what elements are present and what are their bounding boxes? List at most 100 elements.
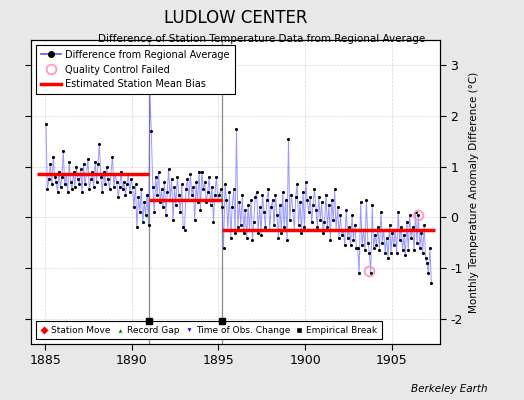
Point xyxy=(156,199,165,205)
Point xyxy=(264,186,272,193)
Point xyxy=(379,227,388,233)
Point xyxy=(111,171,119,178)
Point xyxy=(335,234,343,241)
Point xyxy=(220,244,228,251)
Point xyxy=(320,219,329,226)
Legend: Station Move, Record Gap, Time of Obs. Change, Empirical Break: Station Move, Record Gap, Time of Obs. C… xyxy=(36,322,382,340)
Point xyxy=(136,209,144,216)
Y-axis label: Monthly Temperature Anomaly Difference (°C): Monthly Temperature Anomaly Difference (… xyxy=(468,71,478,313)
Point xyxy=(147,128,156,134)
Point xyxy=(84,156,92,162)
Point xyxy=(176,209,184,216)
Point xyxy=(267,204,275,210)
Point xyxy=(121,191,129,198)
Point xyxy=(268,196,277,203)
Point xyxy=(243,234,251,241)
Point xyxy=(348,212,356,218)
Point xyxy=(195,168,203,175)
Point xyxy=(188,191,196,198)
Point xyxy=(166,196,174,203)
Point xyxy=(319,229,328,236)
Point xyxy=(359,227,368,233)
Point xyxy=(364,240,372,246)
Point xyxy=(214,196,222,203)
Point xyxy=(63,189,72,195)
Point xyxy=(375,247,384,254)
Point xyxy=(381,250,389,256)
Point xyxy=(165,166,173,172)
Point xyxy=(341,242,349,248)
Point xyxy=(249,219,258,226)
Point xyxy=(414,212,422,218)
Point xyxy=(128,184,137,190)
Point xyxy=(356,199,365,205)
Point xyxy=(180,227,189,233)
Point xyxy=(212,174,221,180)
Point xyxy=(276,202,284,208)
Point xyxy=(189,184,198,190)
Point xyxy=(426,244,434,251)
Point xyxy=(144,222,152,228)
Point xyxy=(97,174,105,180)
Point xyxy=(107,171,115,178)
Point xyxy=(354,244,362,251)
Point xyxy=(277,229,286,236)
Point xyxy=(369,244,378,251)
Point xyxy=(308,219,316,226)
Point xyxy=(91,158,100,165)
Point xyxy=(260,209,268,216)
Point xyxy=(392,250,401,256)
Point xyxy=(411,209,420,216)
Point xyxy=(198,168,206,175)
Point xyxy=(398,247,407,254)
Point xyxy=(281,196,290,203)
Point xyxy=(62,171,70,178)
Point xyxy=(67,179,75,185)
Point xyxy=(134,194,143,200)
Point xyxy=(387,250,395,256)
Point xyxy=(90,184,98,190)
Point xyxy=(345,224,353,231)
Point xyxy=(254,229,263,236)
Point xyxy=(118,186,127,193)
Point xyxy=(140,199,148,205)
Point xyxy=(372,242,380,248)
Point xyxy=(234,224,242,231)
Point xyxy=(85,186,93,193)
Point xyxy=(86,176,95,182)
Point xyxy=(303,196,311,203)
Point xyxy=(310,186,319,193)
Point xyxy=(247,196,255,203)
Point xyxy=(155,168,163,175)
Point xyxy=(92,179,101,185)
Point xyxy=(406,212,414,218)
Point xyxy=(377,209,385,216)
Point xyxy=(114,194,123,200)
Point xyxy=(104,176,112,182)
Point xyxy=(318,199,326,205)
Point xyxy=(257,232,265,238)
Point xyxy=(151,174,160,180)
Point xyxy=(230,186,238,193)
Point xyxy=(193,199,202,205)
Point xyxy=(279,189,287,195)
Point xyxy=(290,227,299,233)
Point xyxy=(300,224,309,231)
Point xyxy=(72,164,81,170)
Point xyxy=(261,224,270,231)
Point xyxy=(408,224,417,231)
Point xyxy=(394,209,402,216)
Point xyxy=(117,168,125,175)
Point xyxy=(293,181,301,188)
Point xyxy=(274,234,282,241)
Point xyxy=(401,252,410,258)
Point xyxy=(192,179,200,185)
Point xyxy=(60,181,69,188)
Point xyxy=(127,176,135,182)
Point xyxy=(74,176,82,182)
Point xyxy=(286,217,294,223)
Point xyxy=(110,184,118,190)
Point xyxy=(361,247,369,254)
Point xyxy=(271,191,280,198)
Point xyxy=(174,191,183,198)
